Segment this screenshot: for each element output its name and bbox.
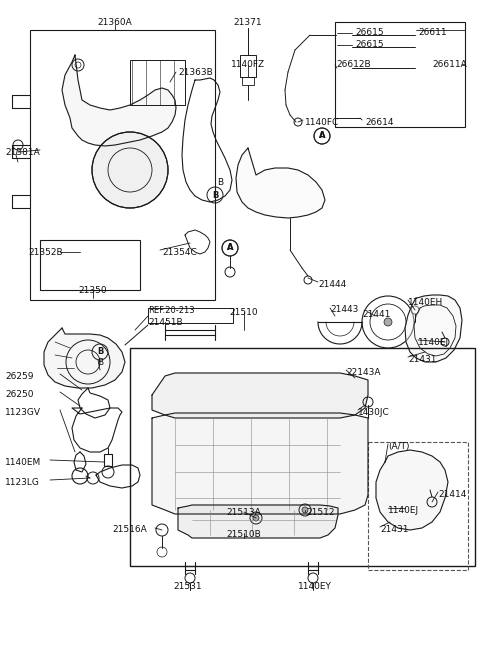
Text: 21354C: 21354C [162, 248, 197, 257]
Text: 21350: 21350 [79, 286, 108, 295]
Text: 21512: 21512 [306, 508, 335, 517]
Text: 1140EH: 1140EH [408, 298, 443, 307]
Text: 21510B: 21510B [227, 530, 262, 539]
Text: 26615: 26615 [355, 28, 384, 37]
Bar [335, 22, 465, 127]
Polygon shape [44, 328, 125, 388]
Text: 21441: 21441 [362, 310, 390, 319]
Text: A: A [319, 131, 325, 140]
Bar [130, 60, 185, 105]
Circle shape [253, 515, 259, 521]
Text: 26250: 26250 [5, 390, 34, 399]
Text: 21431: 21431 [408, 355, 436, 364]
Bar [148, 308, 233, 323]
Text: 21381A: 21381A [5, 148, 40, 157]
Polygon shape [405, 295, 462, 362]
Text: (A/T): (A/T) [388, 442, 409, 451]
Text: 1140EJ: 1140EJ [388, 506, 419, 515]
Text: A: A [227, 243, 233, 253]
Text: 21352B: 21352B [28, 248, 62, 257]
Text: 26615: 26615 [355, 40, 384, 49]
Text: 26611A: 26611A [432, 60, 467, 69]
Text: 1430JC: 1430JC [358, 408, 390, 417]
Text: 21516A: 21516A [113, 525, 147, 534]
Bar [130, 348, 475, 566]
Text: B: B [212, 190, 218, 199]
Text: 21531: 21531 [174, 582, 202, 591]
Text: 1123LG: 1123LG [5, 478, 40, 487]
Text: 1140EM: 1140EM [5, 458, 41, 467]
Polygon shape [62, 55, 176, 146]
Bar [368, 442, 468, 570]
Text: B: B [97, 348, 103, 356]
Text: 21444: 21444 [318, 280, 346, 289]
Text: 26614: 26614 [365, 118, 394, 127]
Polygon shape [152, 373, 368, 418]
Polygon shape [152, 413, 368, 514]
Polygon shape [376, 450, 448, 530]
Text: B: B [217, 178, 223, 187]
Text: A: A [319, 131, 325, 140]
Text: REF.20-213: REF.20-213 [148, 306, 194, 315]
Text: 21431: 21431 [380, 525, 408, 534]
Polygon shape [178, 505, 338, 538]
Circle shape [302, 507, 308, 513]
Text: 26611: 26611 [418, 28, 446, 37]
Circle shape [384, 318, 392, 326]
Text: 26612B: 26612B [336, 60, 371, 69]
Bar [30, 30, 215, 300]
Text: 22143A: 22143A [346, 368, 381, 377]
Text: 21363B: 21363B [178, 68, 213, 77]
Text: 1140FC: 1140FC [305, 118, 339, 127]
Text: 21360A: 21360A [97, 18, 132, 27]
Text: 1140EY: 1140EY [298, 582, 332, 591]
Polygon shape [236, 148, 325, 218]
Text: 21414: 21414 [438, 490, 467, 499]
Text: 21451B: 21451B [148, 318, 182, 327]
Bar [40, 240, 140, 290]
Bar [104, 454, 112, 466]
Text: B: B [97, 358, 103, 367]
Text: 21371: 21371 [234, 18, 262, 27]
Text: 1140EJ: 1140EJ [418, 338, 449, 347]
Text: 1123GV: 1123GV [5, 408, 41, 417]
Circle shape [92, 132, 168, 208]
Text: A: A [227, 243, 233, 253]
Text: 21443: 21443 [330, 305, 359, 314]
Bar [240, 55, 256, 77]
Text: 1140FZ: 1140FZ [231, 60, 265, 69]
Text: 21513A: 21513A [227, 508, 262, 517]
Bar [242, 77, 254, 85]
Text: 26259: 26259 [5, 372, 34, 381]
Text: 21510: 21510 [230, 308, 258, 317]
